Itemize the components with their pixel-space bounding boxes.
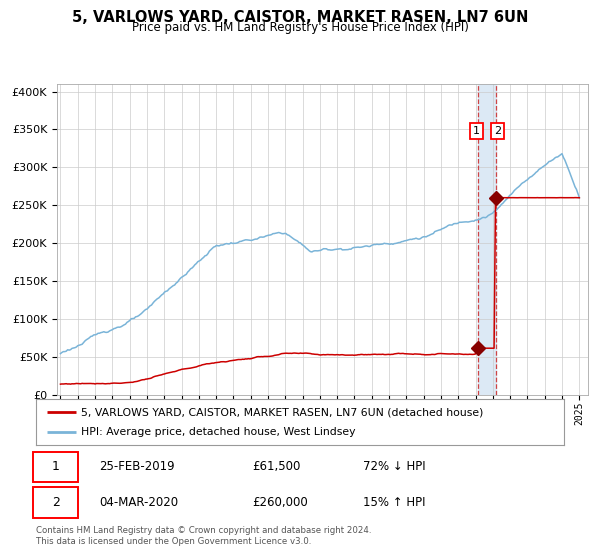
Text: HPI: Average price, detached house, West Lindsey: HPI: Average price, detached house, West… <box>81 427 355 437</box>
Text: £260,000: £260,000 <box>253 496 308 509</box>
Text: £61,500: £61,500 <box>253 460 301 473</box>
Text: 15% ↑ HPI: 15% ↑ HPI <box>364 496 426 509</box>
Text: 1: 1 <box>473 126 480 136</box>
Text: 04-MAR-2020: 04-MAR-2020 <box>100 496 178 509</box>
Text: 5, VARLOWS YARD, CAISTOR, MARKET RASEN, LN7 6UN: 5, VARLOWS YARD, CAISTOR, MARKET RASEN, … <box>72 10 528 25</box>
Text: 2: 2 <box>52 496 60 509</box>
Text: 72% ↓ HPI: 72% ↓ HPI <box>364 460 426 473</box>
Text: Contains HM Land Registry data © Crown copyright and database right 2024.
This d: Contains HM Land Registry data © Crown c… <box>36 526 371 546</box>
Text: 2: 2 <box>494 126 501 136</box>
Text: 5, VARLOWS YARD, CAISTOR, MARKET RASEN, LN7 6UN (detached house): 5, VARLOWS YARD, CAISTOR, MARKET RASEN, … <box>81 407 483 417</box>
FancyBboxPatch shape <box>34 452 78 482</box>
Text: Price paid vs. HM Land Registry's House Price Index (HPI): Price paid vs. HM Land Registry's House … <box>131 21 469 34</box>
Bar <box>478 84 496 395</box>
FancyBboxPatch shape <box>34 487 78 517</box>
Text: 1: 1 <box>52 460 60 473</box>
Text: 25-FEB-2019: 25-FEB-2019 <box>100 460 175 473</box>
